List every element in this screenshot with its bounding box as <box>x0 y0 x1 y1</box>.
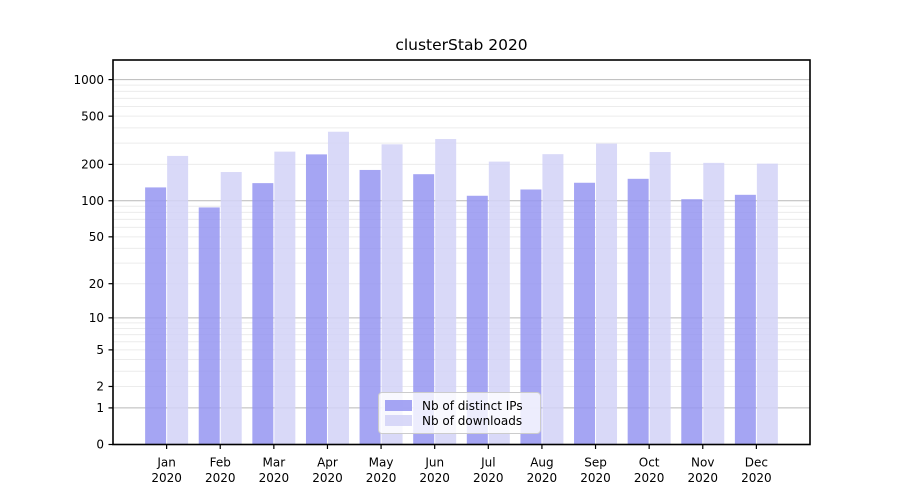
bar-may-downloads <box>381 144 403 445</box>
x-tick-label-jul: Jul <box>480 456 495 470</box>
bar-jul-distinct-ips <box>466 195 488 445</box>
bar-jul-downloads <box>488 161 510 445</box>
y-tick-label-1: 1 <box>96 401 104 415</box>
bar-jan-distinct-ips <box>145 187 167 445</box>
x-tick-year-feb: 2020 <box>205 471 236 485</box>
y-tick-label-20: 20 <box>89 277 104 291</box>
x-tick-label-mar: Mar <box>263 456 286 470</box>
x-tick-year-oct: 2020 <box>634 471 665 485</box>
legend-swatch-distinct-ips <box>385 400 412 411</box>
x-tick-label-jan: Jan <box>156 456 176 470</box>
bar-nov-downloads <box>703 162 725 445</box>
x-tick-year-may: 2020 <box>366 471 397 485</box>
x-tick-year-aug: 2020 <box>527 471 558 485</box>
x-tick-label-oct: Oct <box>639 456 660 470</box>
bar-dec-distinct-ips <box>734 194 756 445</box>
legend-label-distinct-ips: Nb of distinct IPs <box>422 398 523 413</box>
x-tick-year-sep: 2020 <box>580 471 611 485</box>
bar-apr-downloads <box>327 131 349 445</box>
bar-mar-downloads <box>274 151 296 445</box>
x-tick-label-feb: Feb <box>210 456 231 470</box>
x-tick-label-sep: Sep <box>584 456 607 470</box>
plot-border <box>112 59 811 446</box>
x-tick-year-dec: 2020 <box>741 471 772 485</box>
bar-nov-distinct-ips <box>681 199 703 445</box>
bar-apr-distinct-ips <box>305 154 327 445</box>
bar-sep-downloads <box>596 143 618 445</box>
bar-sep-distinct-ips <box>574 182 596 445</box>
chart-title: clusterStab 2020 <box>395 36 528 54</box>
legend-label-downloads: Nb of downloads <box>422 413 523 428</box>
bar-may-distinct-ips <box>359 169 381 445</box>
bar-mar-distinct-ips <box>252 183 274 445</box>
bar-feb-distinct-ips <box>198 207 220 445</box>
bar-aug-distinct-ips <box>520 189 542 445</box>
x-tick-year-jan: 2020 <box>151 471 182 485</box>
bar-jun-downloads <box>435 139 457 445</box>
y-tick-label-2: 2 <box>96 380 104 394</box>
y-tick-label-5: 5 <box>96 343 104 357</box>
bar-aug-downloads <box>542 154 564 445</box>
x-tick-label-may: May <box>369 456 394 470</box>
y-tick-label-500: 500 <box>81 109 104 123</box>
bar-dec-downloads <box>756 163 778 445</box>
x-tick-year-nov: 2020 <box>687 471 718 485</box>
bar-jan-downloads <box>167 155 189 445</box>
x-tick-year-apr: 2020 <box>312 471 343 485</box>
bar-feb-downloads <box>220 172 242 445</box>
y-tick-label-0: 0 <box>96 438 104 452</box>
bar-jun-distinct-ips <box>413 174 435 445</box>
x-tick-label-dec: Dec <box>745 456 768 470</box>
x-tick-year-jul: 2020 <box>473 471 504 485</box>
y-tick-label-200: 200 <box>81 158 104 172</box>
legend-swatch-downloads <box>385 415 412 426</box>
legend-item-downloads: Nb of downloads <box>385 415 534 427</box>
legend-item-distinct-ips: Nb of distinct IPs <box>385 400 534 412</box>
y-tick-label-10: 10 <box>89 311 104 325</box>
legend: Nb of distinct IPs Nb of downloads <box>378 392 541 434</box>
x-tick-label-jun: Jun <box>424 456 444 470</box>
bar-oct-downloads <box>649 152 671 445</box>
x-tick-label-apr: Apr <box>317 456 338 470</box>
y-tick-label-50: 50 <box>89 230 104 244</box>
x-tick-label-aug: Aug <box>530 456 553 470</box>
y-tick-label-100: 100 <box>81 194 104 208</box>
x-tick-year-mar: 2020 <box>259 471 290 485</box>
x-tick-year-jun: 2020 <box>419 471 450 485</box>
x-tick-label-nov: Nov <box>691 456 714 470</box>
bar-oct-distinct-ips <box>627 178 649 445</box>
y-tick-label-1000: 1000 <box>73 73 104 87</box>
